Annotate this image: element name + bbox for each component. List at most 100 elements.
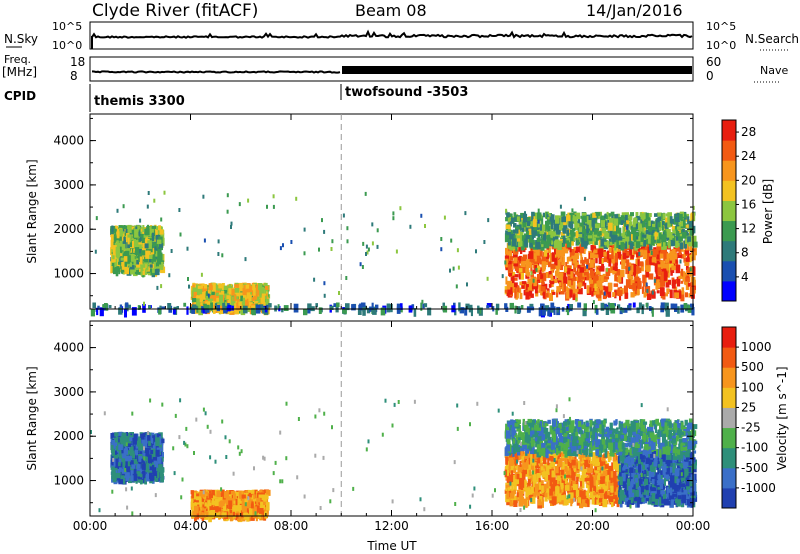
echo-cell bbox=[238, 202, 241, 207]
echo-cell bbox=[666, 235, 671, 241]
echo-cell bbox=[630, 212, 634, 217]
echo-cell bbox=[641, 286, 645, 294]
echo-cell bbox=[675, 240, 679, 247]
echo-cell bbox=[248, 302, 253, 308]
echo-cell bbox=[510, 287, 513, 295]
echo-cell bbox=[594, 283, 599, 292]
echo-cell bbox=[579, 267, 584, 273]
echo-cell bbox=[133, 459, 136, 464]
echo-cell bbox=[307, 308, 311, 314]
echo-cell bbox=[129, 240, 132, 248]
echo-cell bbox=[423, 303, 428, 308]
echo-cell bbox=[628, 214, 633, 221]
echo-cell bbox=[522, 281, 527, 285]
echo-cell bbox=[692, 266, 696, 273]
echo-cell bbox=[154, 476, 159, 482]
echo-cell bbox=[576, 239, 580, 246]
echo-cell bbox=[506, 230, 511, 236]
echo-cell bbox=[636, 265, 640, 274]
echo-cell bbox=[133, 246, 137, 253]
echo-cell bbox=[92, 302, 96, 309]
echo-cell bbox=[553, 275, 556, 282]
echo-cell bbox=[685, 304, 690, 312]
echo-cell bbox=[160, 217, 163, 222]
echo-cell bbox=[554, 254, 558, 258]
echo-cell bbox=[570, 236, 574, 242]
echo-cell bbox=[553, 306, 556, 315]
echo-cell bbox=[118, 446, 122, 455]
echo-cell bbox=[605, 215, 608, 220]
date-title: 14/Jan/2016 bbox=[586, 1, 683, 20]
echo-cell bbox=[118, 261, 121, 265]
echo-cell bbox=[641, 217, 646, 226]
echo-cell bbox=[525, 235, 530, 239]
noise-trace bbox=[91, 29, 693, 39]
echo-cell bbox=[159, 438, 165, 444]
echo-cell bbox=[568, 220, 573, 228]
echo-cell bbox=[158, 443, 162, 450]
echo-cell bbox=[541, 286, 546, 290]
echo-cell bbox=[644, 277, 647, 287]
echo-cell bbox=[575, 246, 581, 253]
echo-cell bbox=[689, 267, 692, 272]
echo-cell bbox=[535, 247, 540, 256]
echo-cell bbox=[246, 288, 251, 293]
echo-cell bbox=[653, 278, 656, 283]
echo-cell bbox=[685, 283, 690, 290]
echo-cell bbox=[156, 242, 159, 249]
echo-cell bbox=[623, 307, 628, 313]
echo-cell bbox=[99, 307, 104, 317]
echo-cell bbox=[153, 460, 157, 465]
echo-cell bbox=[203, 284, 208, 289]
echo-cell bbox=[652, 233, 655, 239]
echo-cell bbox=[160, 245, 163, 251]
echo-cell bbox=[392, 216, 395, 221]
echo-cell bbox=[120, 458, 126, 466]
echo-cell bbox=[246, 292, 250, 299]
echo-cell bbox=[580, 255, 583, 264]
echo-cell bbox=[689, 243, 692, 252]
echo-cell bbox=[522, 221, 526, 227]
echo-cell bbox=[689, 254, 692, 263]
echo-cell bbox=[111, 458, 116, 467]
echo-cell bbox=[112, 245, 117, 250]
echo-cell bbox=[136, 471, 141, 477]
echo-cell bbox=[671, 248, 676, 254]
echo-cell bbox=[624, 212, 629, 218]
echo-cell bbox=[236, 284, 239, 289]
echo-cell bbox=[638, 252, 641, 256]
echo-cell bbox=[513, 260, 519, 267]
echo-cell bbox=[525, 283, 531, 291]
echo-cell bbox=[512, 229, 517, 234]
echo-cell bbox=[582, 309, 587, 317]
echo-cell bbox=[215, 292, 219, 296]
echo-cell bbox=[234, 294, 237, 302]
echo-cell bbox=[110, 239, 114, 248]
echo-cell bbox=[160, 284, 163, 289]
echo-cell bbox=[150, 450, 154, 455]
echo-cell bbox=[132, 445, 135, 455]
echo-cell bbox=[643, 240, 646, 247]
echo-cell bbox=[519, 292, 523, 300]
echo-cell bbox=[550, 265, 553, 275]
echo-cell bbox=[154, 246, 157, 251]
echo-cell bbox=[221, 283, 225, 290]
echo-cell bbox=[509, 221, 512, 225]
echo-cell bbox=[113, 454, 118, 459]
echo-cell bbox=[191, 298, 197, 303]
echo-cell bbox=[593, 237, 596, 242]
echo-cell bbox=[495, 308, 498, 315]
echo-cell bbox=[658, 227, 662, 231]
echo-cell bbox=[146, 456, 149, 465]
echo-cell bbox=[365, 252, 367, 256]
echo-cell bbox=[636, 307, 640, 314]
echo-cell bbox=[265, 304, 269, 310]
echo-cell bbox=[585, 265, 589, 274]
echo-cell bbox=[674, 257, 678, 264]
echo-cell bbox=[116, 240, 119, 245]
echo-cell bbox=[631, 264, 635, 273]
echo-cell bbox=[566, 290, 571, 299]
echo-cell bbox=[639, 261, 644, 267]
echo-cell bbox=[568, 256, 573, 262]
echo-cell bbox=[667, 240, 671, 249]
